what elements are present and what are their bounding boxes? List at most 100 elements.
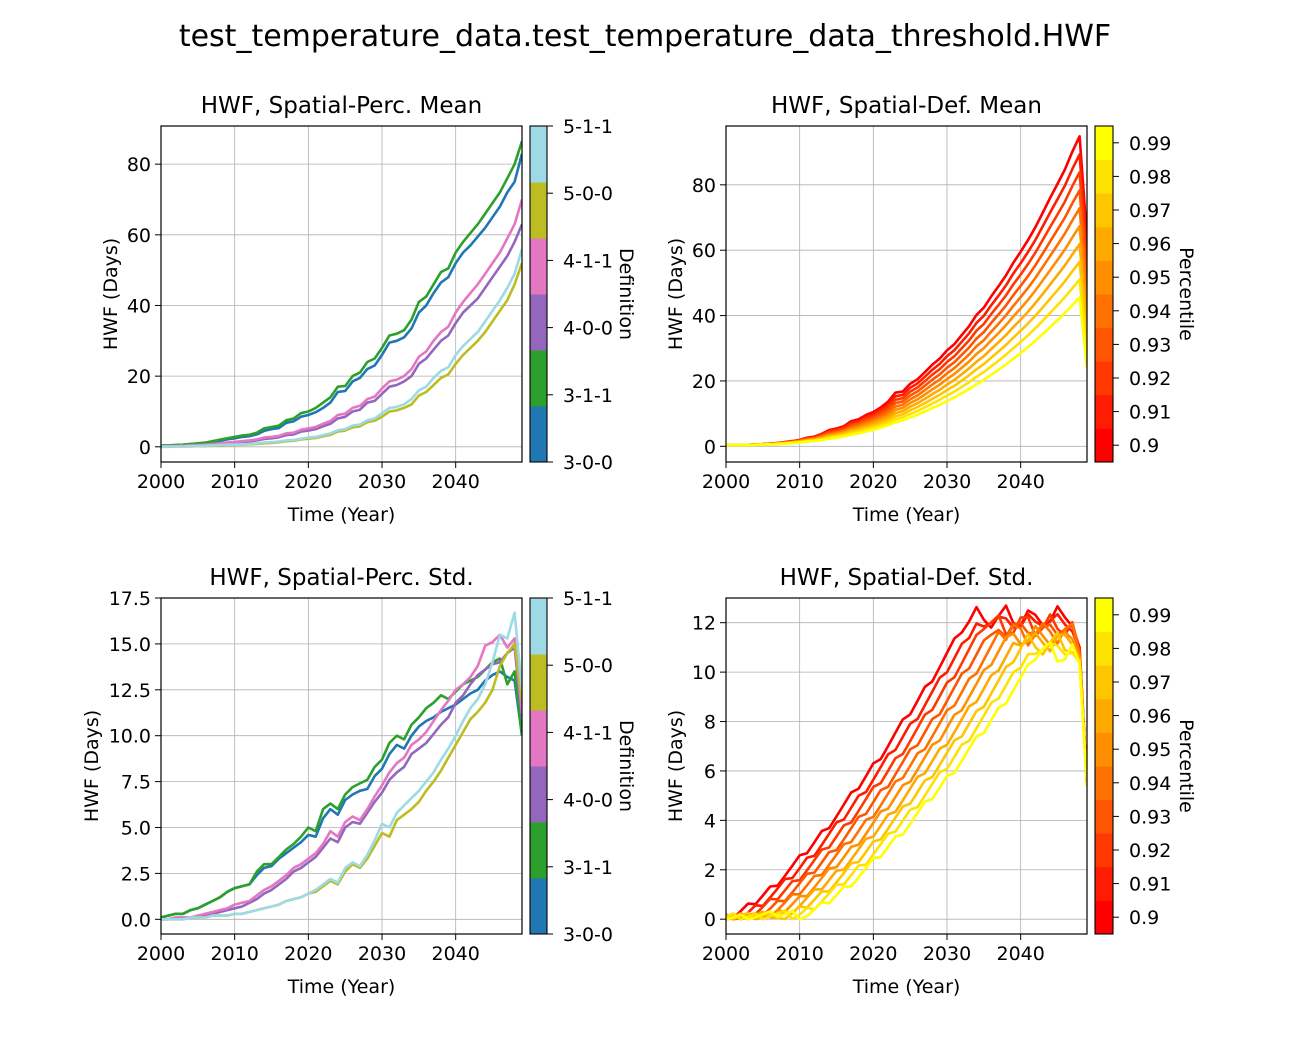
series-lines <box>726 604 1087 921</box>
y-tick-label: 10.0 <box>109 726 151 748</box>
series-line-6 <box>161 611 522 921</box>
colorbar-tick-label: 0.99 <box>1129 133 1171 155</box>
y-tick-label: 5.0 <box>121 818 151 840</box>
colorbar-segment <box>530 406 547 463</box>
colorbar-tick-label: 0.98 <box>1129 638 1171 660</box>
colorbar-tick-label: 0.92 <box>1129 840 1171 862</box>
colorbar-segment <box>530 182 547 239</box>
series-line-4 <box>161 199 522 448</box>
y-axis-label: HWF (Days) <box>100 238 122 350</box>
colorbar-tick-label: 3-0-0 <box>563 924 613 946</box>
grid-lines <box>160 126 522 462</box>
series-line-5 <box>161 262 522 449</box>
y-tick-label: 60 <box>692 240 716 262</box>
series-lines <box>161 140 522 449</box>
subplot-title: HWF, Spatial-Perc. Mean <box>201 93 482 119</box>
colorbar-segment <box>530 294 547 351</box>
colorbar-tick-label: 0.97 <box>1129 200 1171 222</box>
x-axis-label: Time (Year) <box>287 976 396 998</box>
colorbar-label: Definition <box>615 248 637 340</box>
colorbar-segment <box>530 350 547 407</box>
y-tick-label: 20 <box>127 366 151 388</box>
y-tick-label: 7.5 <box>121 772 151 794</box>
y-axis-label: HWF (Days) <box>81 710 103 822</box>
x-tick-label: 2030 <box>358 471 406 493</box>
colorbar-tick-label: 5-0-0 <box>563 655 613 677</box>
series-line-1 <box>726 604 1087 921</box>
subplot-4: 2000 2010 2020 2030 2040 0 2 4 6 8 10 12 HWF, Spatia… <box>665 565 1197 998</box>
colorbar-segment <box>1095 698 1113 733</box>
x-tick-label: 2000 <box>137 471 185 493</box>
series-line-10 <box>726 641 1087 921</box>
series-line-7 <box>726 631 1087 921</box>
colorbar-segment <box>1095 428 1113 463</box>
series-line-10 <box>726 296 1087 447</box>
x-tick-label: 2030 <box>923 471 971 493</box>
series-line-3 <box>726 613 1087 921</box>
colorbar: 3-0-0 3-1-1 4-0-0 4-1-1 5-0-0 5-1-1 Definition <box>529 116 637 474</box>
x-tick-label: 2030 <box>923 943 971 965</box>
colorbar-tick-label: 0.99 <box>1129 605 1171 627</box>
y-tick-label: 10 <box>692 662 716 684</box>
series-lines <box>161 611 522 921</box>
colorbar-tick-label: 0.91 <box>1129 402 1171 424</box>
series-lines <box>726 135 1087 447</box>
colorbar-segment <box>1095 631 1113 666</box>
y-tick-label: 40 <box>127 295 151 317</box>
colorbar-label: Percentile <box>1175 719 1197 813</box>
y-tick-label: 20 <box>692 371 716 393</box>
figure-title: test_temperature_data.test_temperature_d… <box>179 19 1111 54</box>
x-tick-label: 2010 <box>775 471 823 493</box>
x-tick-label: 2040 <box>997 471 1045 493</box>
colorbar-segment <box>1095 665 1113 700</box>
x-tick-label: 2010 <box>210 943 258 965</box>
x-tick-label: 2010 <box>210 471 258 493</box>
colorbar-tick-label: 3-1-1 <box>563 385 613 407</box>
colorbar-segment <box>530 766 547 823</box>
series-line-6 <box>161 248 522 449</box>
series-line-3 <box>161 646 522 921</box>
x-tick-label: 2020 <box>849 471 897 493</box>
colorbar-label: Percentile <box>1175 247 1197 341</box>
x-tick-label: 2020 <box>284 471 332 493</box>
colorbar-tick-label: 0.9 <box>1129 907 1159 929</box>
colorbar-tick-label: 0.93 <box>1129 806 1171 828</box>
y-tick-label: 12 <box>692 613 716 635</box>
colorbar-tick-label: 3-0-0 <box>563 452 613 474</box>
colorbar-tick-label: 0.91 <box>1129 874 1171 896</box>
y-tick-label: 0.0 <box>121 909 151 931</box>
colorbar-segment <box>1095 598 1113 633</box>
y-axis-label: HWF (Days) <box>665 710 687 822</box>
subplot-title: HWF, Spatial-Def. Mean <box>771 93 1042 119</box>
y-tick-label: 60 <box>127 225 151 247</box>
y-tick-label: 2.5 <box>121 863 151 885</box>
x-axis-label: Time (Year) <box>287 504 396 526</box>
colorbar-tick-label: 0.98 <box>1129 166 1171 188</box>
y-tick-label: 0 <box>704 436 716 458</box>
x-tick-label: 2010 <box>775 943 823 965</box>
colorbar-tick-label: 0.93 <box>1129 334 1171 356</box>
x-tick-label: 2030 <box>358 943 406 965</box>
colorbar-segment <box>1095 126 1113 161</box>
axes-frame <box>160 597 523 935</box>
y-tick-label: 2 <box>704 860 716 882</box>
x-axis-label: Time (Year) <box>852 504 961 526</box>
colorbar-segment <box>1095 159 1113 194</box>
y-tick-label: 0 <box>704 909 716 931</box>
grid-lines <box>160 597 522 934</box>
colorbar-segment <box>1095 866 1113 901</box>
y-tick-label: 15.0 <box>109 634 151 656</box>
series-line-2 <box>161 140 522 447</box>
colorbar-segment <box>1095 361 1113 396</box>
colorbar-frame <box>529 597 548 935</box>
subplot-title: HWF, Spatial-Def. Std. <box>780 565 1034 591</box>
series-line-1 <box>161 153 522 447</box>
colorbar-segment <box>1095 833 1113 868</box>
colorbar-tick-label: 0.95 <box>1129 739 1171 761</box>
colorbar: 0.9 0.91 0.92 0.93 0.94 0.95 0.96 0.97 0.98 0.99 P… <box>1094 597 1197 935</box>
colorbar-tick-label: 0.95 <box>1129 267 1171 289</box>
axes-frame <box>160 125 523 463</box>
colorbar-segment <box>1095 294 1113 329</box>
colorbar: 0.9 0.91 0.92 0.93 0.94 0.95 0.96 0.97 0.98 0.99 P… <box>1094 125 1197 463</box>
